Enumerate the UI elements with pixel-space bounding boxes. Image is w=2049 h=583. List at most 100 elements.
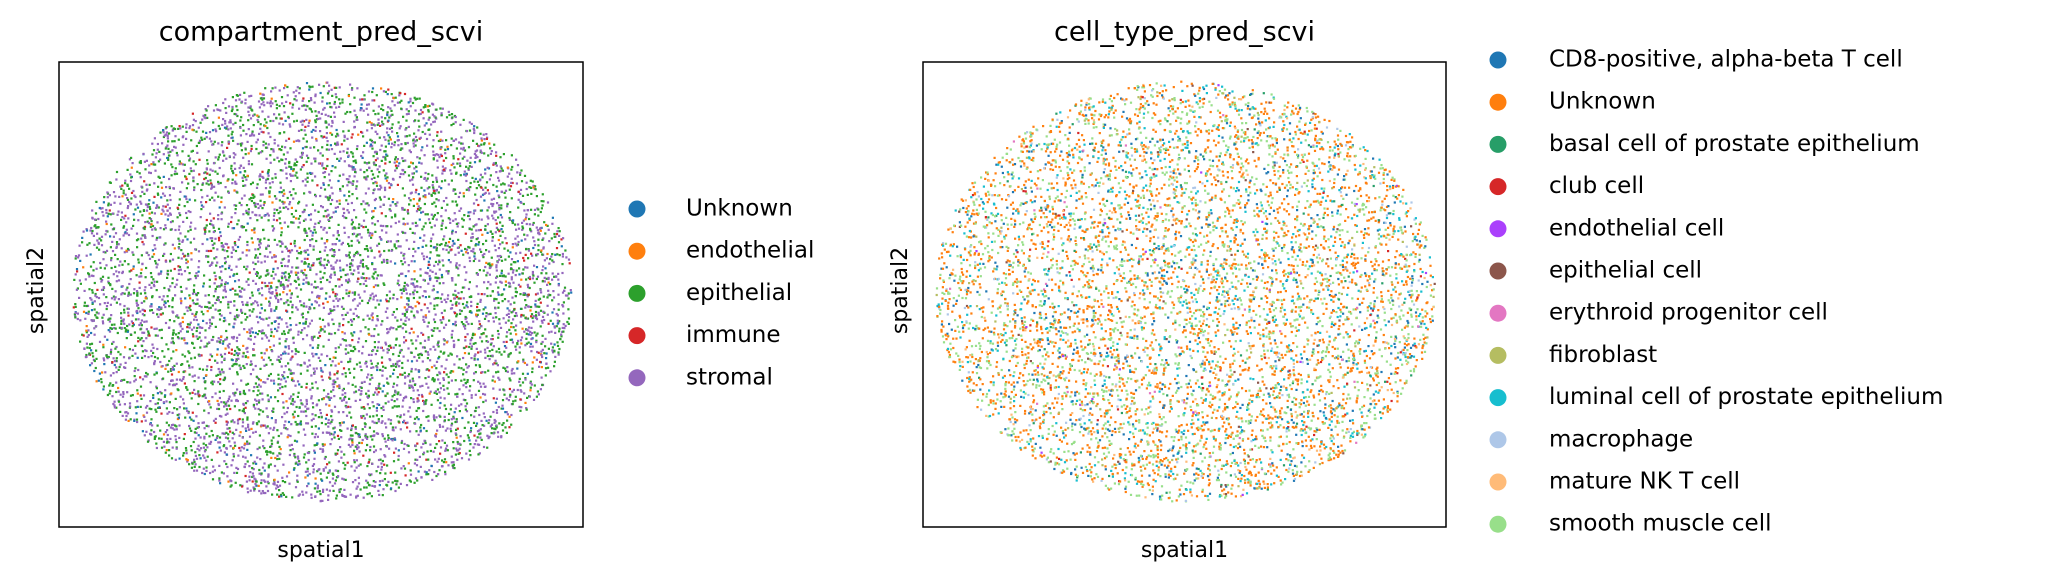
cell-dot [500, 167, 503, 170]
cell-dot [536, 275, 540, 278]
cell-dot [509, 352, 512, 355]
cell-dot [369, 445, 372, 449]
cell-dot [308, 190, 311, 194]
cell-dot [331, 477, 334, 480]
cell-dot [308, 107, 311, 110]
cell-dot [478, 323, 481, 326]
cell-dot [555, 312, 558, 316]
cell-dot [387, 134, 390, 137]
cell-dot [467, 365, 470, 368]
cell-dot [209, 471, 212, 475]
cell-dot [152, 394, 155, 397]
cell-dot [462, 356, 465, 360]
cell-dot [550, 237, 553, 240]
cell-dot [269, 292, 272, 295]
cell-dot [435, 367, 438, 370]
cell-dot [406, 444, 409, 447]
cell-dot [370, 127, 373, 130]
cell-dot [237, 454, 240, 457]
cell-dot [186, 459, 189, 462]
cell-dot [291, 266, 294, 269]
cell-dot [353, 209, 356, 212]
cell-dot [274, 86, 277, 89]
cell-dot [185, 126, 188, 129]
cell-dot [295, 99, 298, 102]
cell-dot [284, 146, 287, 149]
cell-dot [353, 291, 357, 294]
cell-dot [194, 227, 197, 230]
cell-dot [340, 275, 343, 279]
cell-dot [133, 218, 136, 221]
cell-dot [455, 264, 458, 267]
cell-dot [397, 391, 400, 394]
cell-dot [371, 484, 374, 487]
cell-dot [475, 285, 478, 288]
cell-dot [76, 287, 79, 290]
cell-dot [416, 97, 419, 100]
cell-dot [257, 120, 260, 124]
cell-dot [151, 249, 154, 252]
cell-dot [349, 445, 352, 448]
cell-dot [521, 225, 524, 228]
cell-dot [397, 279, 400, 282]
cell-dot [346, 281, 350, 284]
cell-dot [134, 195, 137, 199]
cell-dot [252, 421, 255, 424]
cell-dot [288, 190, 291, 194]
cell-dot [109, 303, 112, 306]
cell-dot [328, 397, 331, 400]
cell-dot [248, 198, 251, 201]
cell-dot [252, 462, 255, 465]
cell-dot [436, 212, 439, 215]
cell-dot [522, 202, 525, 206]
cell-dot [417, 433, 420, 436]
cell-dot [335, 293, 339, 296]
cell-dot [276, 458, 279, 461]
cell-dot [262, 131, 265, 134]
cell-dot [235, 105, 238, 108]
cell-dot [277, 434, 280, 438]
cell-dot [157, 258, 161, 261]
cell-dot [473, 131, 476, 135]
cell-dot [344, 313, 347, 316]
cell-dot [498, 351, 501, 354]
cell-dot [103, 196, 106, 199]
cell-dot [401, 263, 404, 266]
cell-dot [398, 162, 401, 165]
cell-dot [194, 392, 197, 396]
cell-dot [204, 396, 207, 399]
cell-dot [204, 226, 207, 229]
cell-dot [231, 182, 234, 185]
cell-dot [296, 479, 299, 482]
cell-dot [472, 446, 475, 449]
cell-dot [377, 242, 381, 245]
cell-dot [402, 173, 405, 176]
cell-dot [467, 187, 470, 190]
cell-dot [224, 186, 227, 189]
cell-dot [480, 371, 483, 374]
cell-dot [329, 115, 332, 118]
cell-dot [230, 399, 233, 402]
cell-dot [156, 280, 159, 283]
cell-dot [109, 382, 112, 385]
cell-dot [421, 111, 424, 114]
cell-dot [393, 144, 396, 147]
cell-dot [314, 482, 317, 485]
cell-dot [115, 301, 118, 304]
cell-dot [394, 479, 397, 482]
cell-dot [140, 237, 143, 240]
cell-dot [263, 447, 266, 450]
cell-dot [537, 298, 540, 301]
cell-dot [294, 271, 297, 274]
cell-dot [348, 290, 351, 293]
cell-dot [300, 304, 303, 307]
cell-dot [368, 382, 371, 386]
cell-dot [397, 121, 400, 124]
cell-dot [386, 127, 389, 130]
cell-dot [298, 322, 301, 325]
cell-dot [419, 429, 422, 432]
cell-dot [273, 382, 276, 385]
cell-dot [205, 218, 208, 222]
cell-dot [283, 412, 286, 415]
cell-dot [330, 248, 333, 251]
